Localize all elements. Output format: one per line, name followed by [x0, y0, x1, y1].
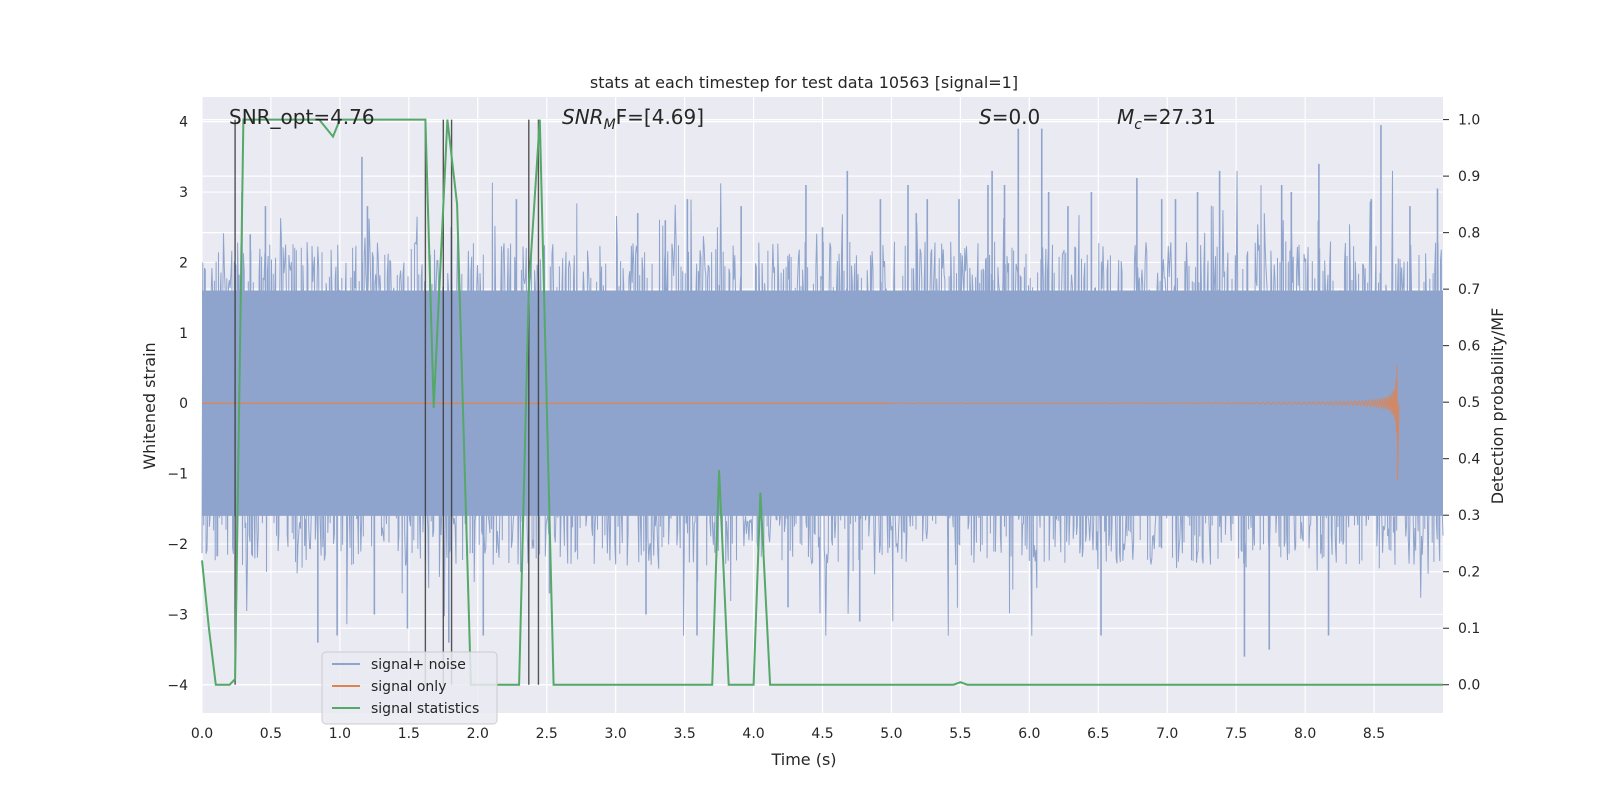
y-tick-label-right: 0.4: [1458, 452, 1480, 468]
stats-line: [201, 118, 1443, 686]
legend-entry-noise: signal+ noise: [371, 657, 466, 673]
y-tick-label-right: 0.5: [1458, 395, 1480, 411]
snr-mf-subscript: M: [604, 117, 616, 133]
y-tick-label-left: −4: [167, 678, 188, 694]
x-tick-label: 5.5: [949, 726, 971, 742]
chart-title: stats at each timestep for test data 105…: [590, 73, 1018, 92]
legend-entry-signal: signal only: [371, 679, 446, 695]
y-tick-label-left: 0: [179, 396, 188, 412]
x-tick-label: 4.0: [742, 726, 764, 742]
x-tick-label: 2.0: [467, 726, 489, 742]
y-tick-label-left: 4: [179, 115, 188, 131]
series-signal-statistics: [201, 118, 1443, 686]
x-axis-label: Time (s): [770, 750, 836, 769]
x-tick-label: 3.5: [673, 726, 695, 742]
x-tick-label: 7.5: [1225, 726, 1247, 742]
legend-entry-stats: signal statistics: [371, 701, 479, 717]
y-tick-label-right: 1.0: [1458, 113, 1480, 129]
y-tick-label-right: 0.3: [1458, 508, 1480, 524]
y-tick-label-right: 0.9: [1458, 169, 1480, 185]
y-tick-label-right: 0.7: [1458, 282, 1480, 298]
x-tick-label: 6.5: [1087, 726, 1109, 742]
y-tick-label-right: 0.2: [1458, 565, 1480, 581]
y-tick-label-left: 3: [179, 185, 188, 201]
snr-mf-value: F=[4.69]: [616, 105, 704, 129]
x-tick-label: 8.0: [1294, 726, 1316, 742]
mc-name: M: [1117, 105, 1134, 129]
annotation-snr-opt: SNR_opt=4.76: [229, 105, 375, 129]
y-tick-label-right: 0.6: [1458, 339, 1480, 355]
legend-box: [321, 651, 498, 725]
signal-chirp: [891, 365, 1400, 481]
annotation-s: S=0.0: [979, 105, 1040, 129]
y-tick-label-left: −2: [167, 537, 188, 553]
series-signal-noise: [201, 125, 1444, 657]
annotation-mc: Mc=27.31: [1117, 105, 1216, 133]
axis-ticks: 0.0 0.5 1.0 1.5 2.0 2.5 3.0 3.5 4.0 4.5 5.0 5.5 6.0 6…: [167, 113, 1480, 742]
y-tick-label-right: 0.0: [1458, 678, 1480, 694]
x-tick-label: 8.5: [1363, 726, 1385, 742]
x-tick-label: 0.5: [260, 726, 282, 742]
x-tick-label: 3.0: [605, 726, 627, 742]
x-tick-label: 5.0: [880, 726, 902, 742]
legend: signal+ noise signal only signal statist…: [321, 651, 498, 725]
s-name: S: [979, 105, 992, 129]
x-tick-label: 1.0: [329, 726, 351, 742]
mc-subscript: c: [1134, 117, 1142, 133]
s-value: =0.0: [992, 105, 1041, 129]
y-tick-label-left: −3: [167, 607, 188, 623]
y-tick-label-left: 2: [179, 255, 188, 271]
mc-value: =27.31: [1142, 105, 1216, 129]
x-tick-label: 0.0: [191, 726, 213, 742]
y-axis-label-left: Whitened strain: [140, 342, 159, 469]
y-axis-label-right: Detection probability/MF: [1488, 308, 1507, 505]
y-tick-label-right: 0.8: [1458, 226, 1480, 242]
x-tick-label: 1.5: [398, 726, 420, 742]
y-tick-label-left: −1: [167, 467, 188, 483]
y-tick-label-right: 0.1: [1458, 621, 1480, 637]
x-tick-label: 2.5: [536, 726, 558, 742]
snr-mf-name: SNR: [562, 105, 604, 129]
y-tick-label-left: 1: [179, 326, 188, 342]
x-tick-label: 7.0: [1156, 726, 1178, 742]
annotation-snr-mf: SNRMF=[4.69]: [562, 105, 704, 133]
x-tick-label: 4.5: [811, 726, 833, 742]
x-tick-label: 6.0: [1018, 726, 1040, 742]
